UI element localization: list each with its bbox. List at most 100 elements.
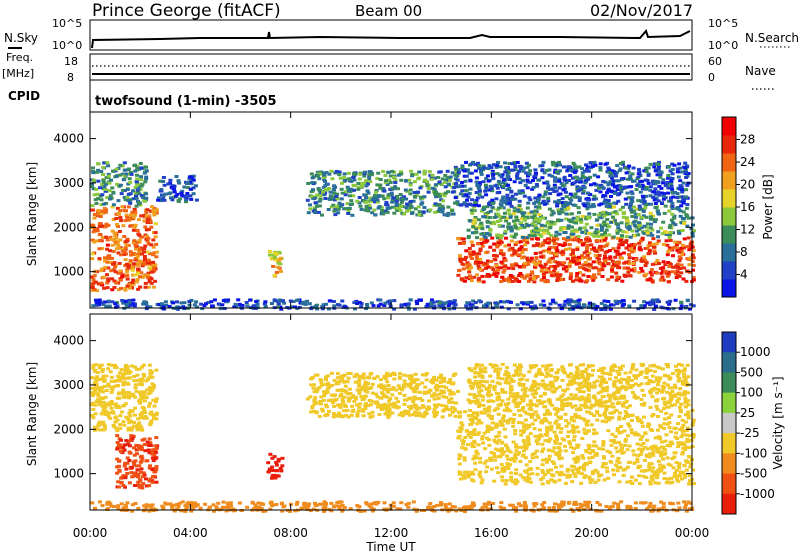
- heatmap-cell-1-1-9: [150, 456, 155, 460]
- heatmap-cell-0-5-634: [659, 278, 664, 282]
- heatmap-cell-0-0-380: [107, 254, 112, 258]
- heatmap-cell-0-6-412: [637, 224, 642, 228]
- heatmap-cell-0-8-172: [378, 298, 383, 302]
- heatmap-cell-0-1-62: [94, 201, 99, 205]
- heatmap-cell-0-6-25: [662, 211, 667, 215]
- heatmap-cell-0-6-355: [513, 224, 518, 228]
- heatmap-cell-0-4-461: [342, 172, 347, 176]
- heatmap-cell-1-1-67: [150, 480, 155, 484]
- heatmap-cell-0-4-389: [363, 170, 367, 174]
- heatmap-cell-0-5-553: [507, 248, 512, 252]
- heatmap-cell-1-1-56: [135, 468, 140, 472]
- heatmap-cell-0-5-269: [685, 245, 690, 248]
- heatmap-cell-0-5-566: [639, 239, 643, 243]
- heatmap-cell-0-6-364: [655, 209, 660, 213]
- heatmap-cell-1-4-126: [592, 432, 596, 436]
- heatmap-cell-1-0-255: [154, 368, 159, 372]
- heatmap-cell-0-0-346: [116, 288, 121, 292]
- heatmap-cell-1-0-257: [110, 385, 115, 389]
- power-colorbar-swatch-1: [722, 261, 736, 280]
- heatmap-cell-0-0-316: [125, 215, 130, 219]
- heatmap-cell-0-6-220: [641, 208, 646, 211]
- heatmap-cell-0-6-98: [676, 229, 681, 233]
- heatmap-cell-0-5-247: [616, 266, 621, 270]
- heatmap-cell-0-4-306: [352, 184, 357, 188]
- heatmap-cell-0-6-354: [526, 224, 531, 227]
- heatmap-cell-0-5-708: [619, 237, 624, 241]
- heatmap-cell-1-3-122: [414, 384, 419, 388]
- heatmap-cell-0-5-134: [667, 270, 672, 274]
- heatmap-cell-1-3-443: [357, 405, 362, 409]
- heatmap-cell-1-4-312: [572, 435, 577, 438]
- heatmap-cell-0-7-600: [574, 180, 579, 183]
- power-colorbar-swatch-4: [722, 207, 736, 226]
- heatmap-cell-0-6-442: [594, 218, 599, 222]
- heatmap-cell-0-4-242: [426, 187, 431, 191]
- heatmap-cell-0-1-171: [94, 187, 99, 191]
- heatmap-cell-1-4-402: [669, 413, 674, 417]
- heatmap-cell-0-0-191: [134, 252, 139, 256]
- heatmap-cell-1-4-320: [558, 449, 563, 453]
- heatmap-cell-0-0-198: [140, 275, 145, 279]
- heatmap-cell-0-5-550: [534, 256, 539, 260]
- heatmap-cell-0-5-437: [465, 261, 470, 265]
- heatmap-cell-0-8-118: [671, 307, 676, 311]
- heatmap-cell-0-7-617: [673, 190, 678, 194]
- heatmap-cell-0-8-176: [574, 303, 579, 307]
- heatmap-cell-0-5-745: [624, 260, 628, 264]
- heatmap-cell-0-7-520: [517, 189, 522, 193]
- heatmap-cell-0-6-452: [574, 218, 579, 222]
- heatmap-cell-0-1-172: [96, 162, 100, 166]
- heatmap-cell-0-4-451: [367, 170, 372, 174]
- heatmap-cell-0-4-352: [317, 177, 322, 181]
- heatmap-cell-0-7-296: [626, 166, 631, 170]
- heatmap-cell-0-0-217: [95, 229, 100, 233]
- heatmap-cell-0-0-387: [149, 243, 154, 247]
- heatmap-cell-1-3-446: [315, 387, 320, 391]
- heatmap-cell-0-7-561: [551, 163, 556, 167]
- heatmap-cell-0-0-348: [114, 281, 119, 285]
- heatmap-cell-0-6-139: [488, 227, 493, 231]
- heatmap-cell-0-4-240: [441, 206, 446, 210]
- heatmap-cell-1-3-262: [310, 406, 315, 410]
- heatmap-cell-0-7-111: [624, 171, 629, 175]
- heatmap-cell-1-3-100: [327, 409, 331, 413]
- heatmap-cell-1-4-135: [603, 411, 607, 415]
- heatmap-cell-1-3-258: [451, 374, 456, 378]
- heatmap-cell-0-7-652: [514, 192, 518, 196]
- heatmap-cell-0-1-13: [128, 198, 133, 202]
- heatmap-cell-1-3-196: [435, 387, 440, 391]
- heatmap-cell-0-5-639: [592, 273, 596, 277]
- heatmap-cell-1-3-65: [437, 392, 442, 396]
- heatmap-cell-1-3-85: [376, 405, 380, 409]
- heatmap-cell-0-6-221: [495, 208, 500, 212]
- heatmap-cell-0-7-710: [560, 197, 565, 201]
- heatmap-cell-0-2-27: [169, 196, 173, 200]
- freq-panel: Freq. [MHz] 18 8 60 0 Nave: [2, 51, 776, 90]
- heatmap-cell-0-6-116: [659, 226, 664, 230]
- heatmap-cell-0-6-315: [621, 230, 626, 234]
- heatmap-cell-0-7-187: [616, 179, 621, 183]
- heatmap-cell-1-3-388: [447, 389, 452, 393]
- heatmap-cell-1-4-156: [656, 450, 661, 454]
- heatmap-cell-0-5-425: [682, 266, 687, 270]
- heatmap-cell-1-1-120: [145, 459, 150, 463]
- heatmap-cell-1-3-431: [343, 404, 348, 408]
- heatmap-cell-0-7-448: [658, 175, 663, 179]
- heatmap-cell-0-8-135: [542, 303, 547, 307]
- heatmap-cell-0-5-16: [658, 266, 663, 270]
- heatmap-cell-0-5-386: [558, 278, 562, 282]
- heatmap-cell-0-8-340: [448, 300, 453, 304]
- heatmap-cell-0-5-63: [549, 251, 554, 255]
- heatmap-cell-0-7-653: [683, 166, 688, 170]
- heatmap-cell-0-7-154: [540, 176, 545, 180]
- heatmap-cell-0-2-37: [161, 176, 166, 179]
- heatmap-cell-1-0-119: [122, 380, 127, 384]
- heatmap-cell-0-5-599: [499, 260, 504, 264]
- heatmap-cell-0-5-702: [598, 245, 602, 249]
- heatmap-cell-1-0-158: [133, 365, 138, 369]
- heatmap-cell-0-5-723: [460, 262, 465, 266]
- heatmap-cell-1-3-252: [402, 402, 407, 406]
- heatmap-cell-1-2-14: [272, 473, 277, 477]
- heatmap-cell-0-4-224: [318, 170, 323, 174]
